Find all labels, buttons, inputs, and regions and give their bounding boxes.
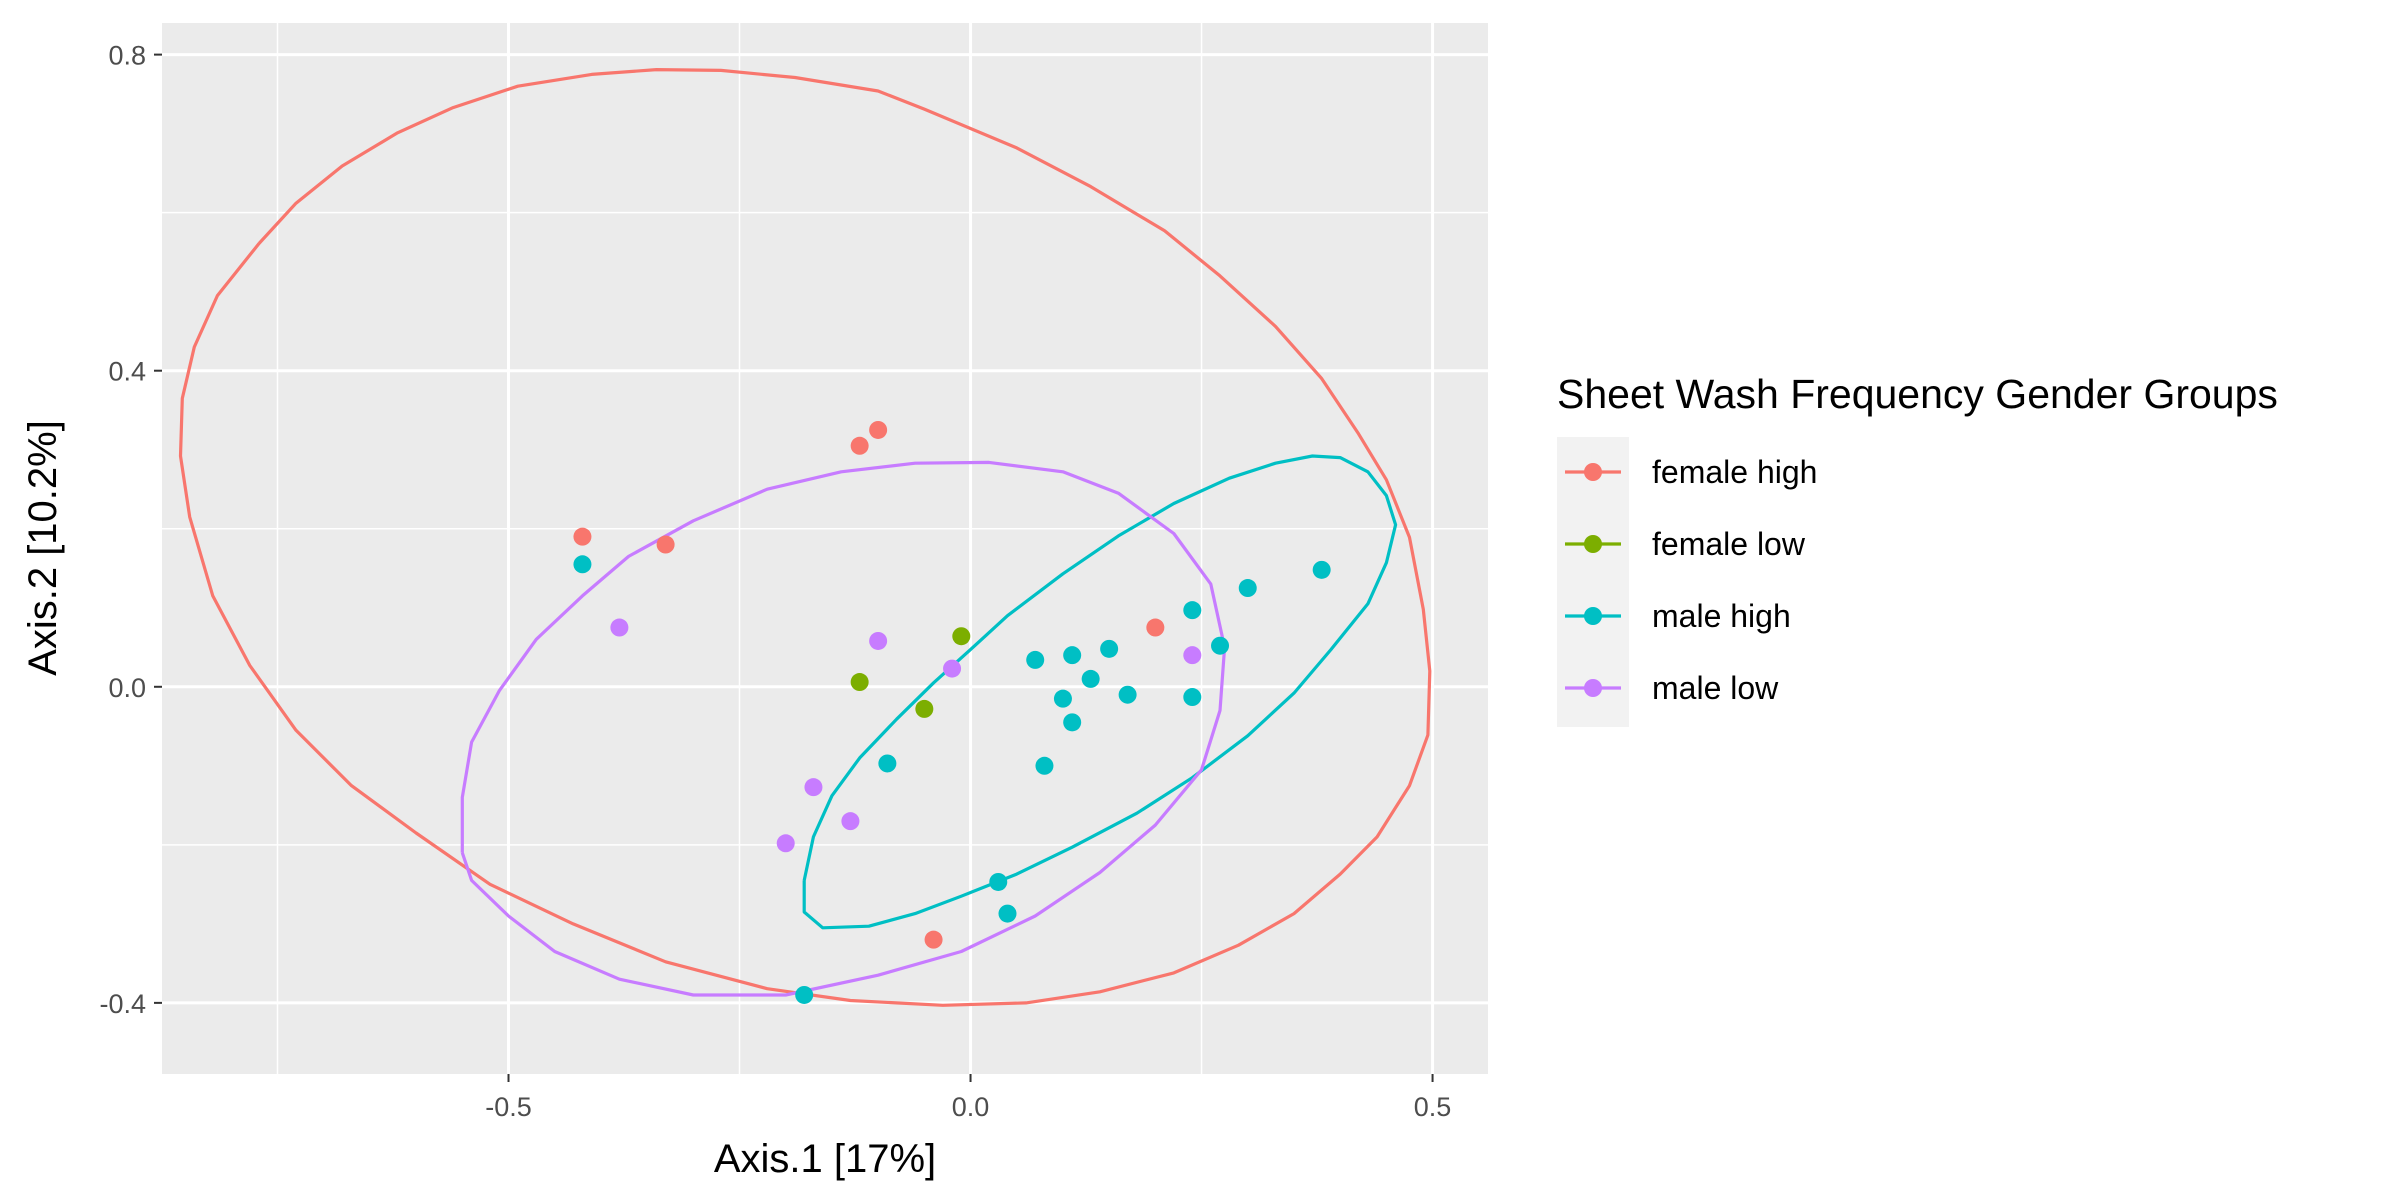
- point-female-low-2: [915, 699, 934, 718]
- y-tick-label-1: 0.0: [108, 673, 146, 703]
- x-axis-title: Axis.1 [17%]: [714, 1137, 936, 1181]
- point-male-high-17: [795, 985, 814, 1004]
- axis-ticks: [154, 53, 1434, 1082]
- point-male-low-0: [610, 618, 629, 637]
- point-male-high-13: [1035, 756, 1054, 775]
- point-male-high-7: [1026, 650, 1045, 669]
- legend-label-female-high: female high: [1652, 454, 1817, 490]
- point-male-high-6: [1063, 646, 1082, 665]
- point-male-high-12: [1063, 713, 1082, 732]
- point-female-high-3: [656, 535, 675, 554]
- panel-background: [162, 23, 1488, 1074]
- y-tick-label-3: 0.8: [108, 41, 146, 71]
- legend: Sheet Wash Frequency Gender Groups femal…: [1557, 371, 2278, 727]
- point-male-high-8: [1081, 669, 1100, 688]
- point-male-low-1: [869, 631, 888, 650]
- point-male-high-4: [1211, 636, 1230, 655]
- point-female-high-2: [573, 527, 592, 546]
- legend-item-male-low: male low: [1565, 670, 1779, 706]
- point-male-low-2: [943, 659, 962, 678]
- legend-key-background: [1557, 437, 1629, 727]
- point-male-high-11: [1183, 688, 1202, 707]
- x-tick-labels: -0.5 0.0 0.5: [485, 1092, 1451, 1122]
- point-female-high-5: [924, 930, 943, 949]
- y-tick-label-2: 0.4: [108, 357, 146, 387]
- legend-key-point-female-low: [1584, 535, 1602, 553]
- legend-items: female high female low male high male low: [1565, 454, 1817, 706]
- y-axis-title: Axis.2 [10.2%]: [21, 420, 65, 676]
- legend-key-point-female-high: [1584, 463, 1602, 481]
- point-male-low-4: [804, 778, 823, 797]
- point-male-high-16: [998, 904, 1017, 923]
- point-male-high-2: [1238, 579, 1257, 598]
- legend-label-female-low: female low: [1652, 526, 1806, 562]
- point-female-low-0: [952, 627, 971, 646]
- point-male-high-5: [1100, 639, 1119, 658]
- points: [573, 420, 1331, 1004]
- point-female-high-0: [850, 436, 869, 455]
- x-tick-label-0: -0.5: [485, 1092, 532, 1122]
- grid-major: [162, 23, 1488, 1074]
- x-tick-label-2: 0.5: [1414, 1092, 1452, 1122]
- legend-label-male-low: male low: [1652, 670, 1779, 706]
- point-male-high-9: [1053, 689, 1072, 708]
- y-tick-label-0: -0.4: [99, 989, 146, 1019]
- grid-minor: [162, 23, 1488, 1074]
- legend-label-male-high: male high: [1652, 598, 1791, 634]
- point-male-high-3: [1183, 601, 1202, 620]
- point-male-low-5: [841, 812, 860, 831]
- point-female-high-1: [869, 420, 888, 439]
- point-male-high-14: [878, 754, 897, 773]
- point-male-low-3: [1183, 646, 1202, 665]
- point-male-high-10: [1118, 685, 1137, 704]
- point-male-high-15: [989, 872, 1008, 891]
- ellipse-male-low: [460, 460, 1227, 997]
- point-female-high-4: [1146, 618, 1165, 637]
- legend-key-point-male-high: [1584, 607, 1602, 625]
- point-male-low-6: [776, 834, 795, 853]
- legend-item-female-high: female high: [1565, 454, 1817, 490]
- legend-title: Sheet Wash Frequency Gender Groups: [1557, 371, 2278, 417]
- ellipse-female-high: [178, 67, 1432, 1007]
- point-male-high-1: [1312, 560, 1331, 579]
- legend-key-point-male-low: [1584, 679, 1602, 697]
- y-tick-labels: -0.4 0.0 0.4 0.8: [99, 41, 146, 1019]
- legend-item-female-low: female low: [1565, 526, 1806, 562]
- legend-item-male-high: male high: [1565, 598, 1791, 634]
- x-tick-label-1: 0.0: [952, 1092, 990, 1122]
- point-female-low-1: [850, 673, 869, 692]
- point-male-high-0: [573, 555, 592, 574]
